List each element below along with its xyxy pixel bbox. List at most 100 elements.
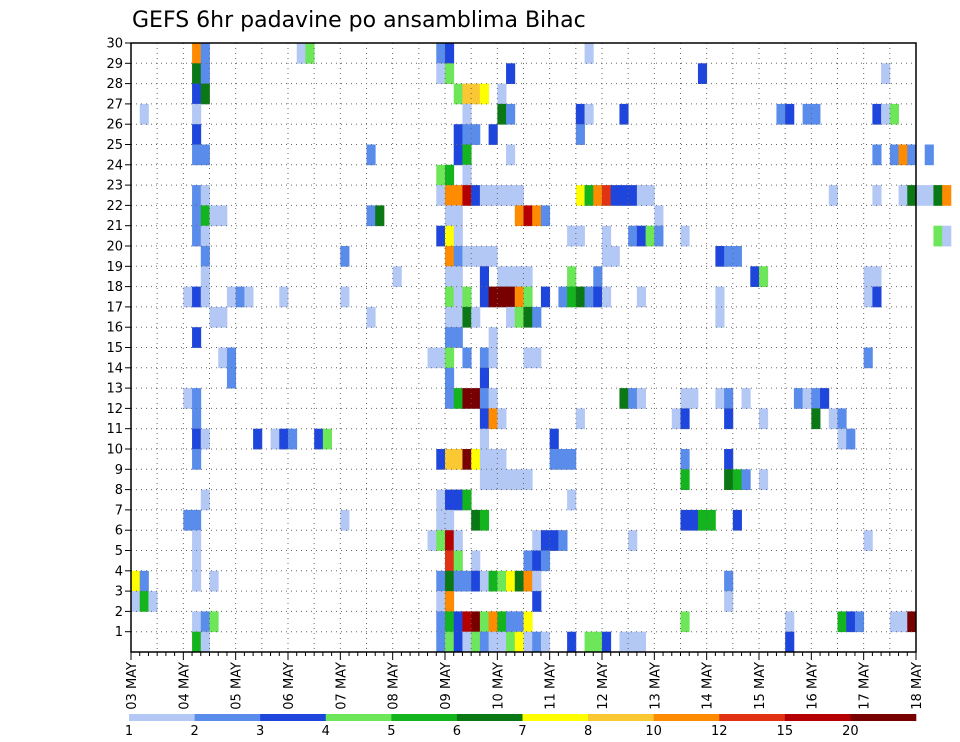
heatmap-cell [558,286,568,308]
heatmap-cell [479,408,490,430]
heatmap-cell [863,286,873,308]
heatmap-cell [253,428,263,450]
heatmap-cell [445,185,455,206]
heatmap-cell [445,164,455,186]
heatmap-cell [785,631,795,653]
heatmap-cell [488,631,498,653]
heatmap-cell [724,408,734,430]
heatmap-cell [436,591,446,612]
heatmap-cell [506,631,516,653]
heatmap-cell [558,530,568,551]
y-tick-label: 24 [106,158,123,173]
heatmap-cell [715,286,725,308]
heatmap-cell [584,631,594,653]
heatmap-cell [200,266,210,287]
heatmap-cell [453,327,463,348]
heatmap-cell [192,449,202,470]
heatmap-cell [279,428,289,450]
heatmap-cell [497,408,507,430]
heatmap-cell [715,306,725,328]
heatmap-cell [907,185,917,206]
heatmap-cell [139,103,149,125]
heatmap-cell [575,408,585,430]
heatmap-cell [750,266,760,287]
heatmap-cell [759,408,769,430]
heatmap-cell [183,509,193,531]
colorbar-legend: 1 2 3 4 5 6 7 8 10 12 15 20 [125,714,917,739]
y-tick-label: 2 [115,605,123,620]
heatmap-cell [192,103,202,125]
heatmap-cell [628,185,638,206]
grid-lines [131,43,916,652]
heatmap-cell [863,266,873,287]
colorbar-label: 2 [190,724,198,739]
heatmap-cell [192,530,202,551]
heatmap-cell [366,306,376,328]
heatmap-cell [872,144,882,166]
heatmap-cell [497,449,507,470]
heatmap-cell [427,347,437,369]
heatmap-cell [523,631,533,653]
heatmap-cell [497,631,507,653]
heatmap-cell [200,225,210,247]
y-tick-label: 19 [106,260,123,275]
colorbar-swatch [522,714,589,721]
heatmap-cell [479,185,490,206]
y-tick-label: 23 [106,179,123,194]
x-tick-label: 04 MAY [177,662,192,710]
y-tick-label: 9 [115,463,123,478]
heatmap-cell [453,388,463,409]
heatmap-cell [506,306,516,328]
heatmap-cell [680,408,690,430]
heatmap-cell [593,286,603,308]
heatmap-cell [462,347,472,369]
x-tick-label: 15 MAY [753,662,768,710]
x-tick-label: 08 MAY [387,662,402,710]
heatmap-cell [453,611,463,633]
heatmap-cell [523,469,533,490]
heatmap-cell [445,266,455,287]
heatmap-cell [506,286,516,308]
heatmap-cell [732,509,742,531]
colorbar-label: 20 [842,724,859,739]
heatmap-cell [549,428,559,450]
heatmap-cell [200,489,210,511]
heatmap-cell [453,489,463,511]
heatmap-cell [462,185,472,206]
heatmap-cell [479,449,490,470]
heatmap-cell [715,388,725,409]
heatmap-cell [445,631,455,653]
y-tick-label: 8 [115,483,123,498]
heatmap-cell [776,103,786,125]
y-tick-label: 21 [106,219,123,234]
heatmap-cell [471,306,481,328]
heatmap-cell [575,286,585,308]
heatmap-cell [497,286,507,308]
heatmap-cell [453,246,463,267]
y-axis-ticks: 1234567891011121314151617181920212223242… [106,37,131,640]
heatmap-cell [628,388,638,409]
heatmap-cell [628,530,638,551]
heatmap-cell [375,205,385,227]
heatmap-cell [549,530,559,551]
heatmap-cell [192,83,202,105]
heatmap-cell [680,449,690,470]
heatmap-cell [811,388,821,409]
heatmap-cell [532,205,542,227]
heatmap-cell [218,347,228,369]
heatmap-cell [924,144,934,166]
heatmap-cell [471,611,481,633]
heatmap-cell [488,286,498,308]
heatmap-cell [514,306,524,328]
colorbar-swatch [391,714,458,721]
heatmap-cell [680,388,690,409]
heatmap-cell [479,83,490,105]
heatmap-cell [488,388,498,409]
y-tick-label: 18 [106,280,123,295]
heatmap-cell [453,530,463,551]
heatmap-cell [471,449,481,470]
heatmap-cell [488,327,498,348]
x-tick-label: 17 MAY [858,662,873,710]
heatmap-cell [436,164,446,186]
heatmap-cell [540,286,551,308]
